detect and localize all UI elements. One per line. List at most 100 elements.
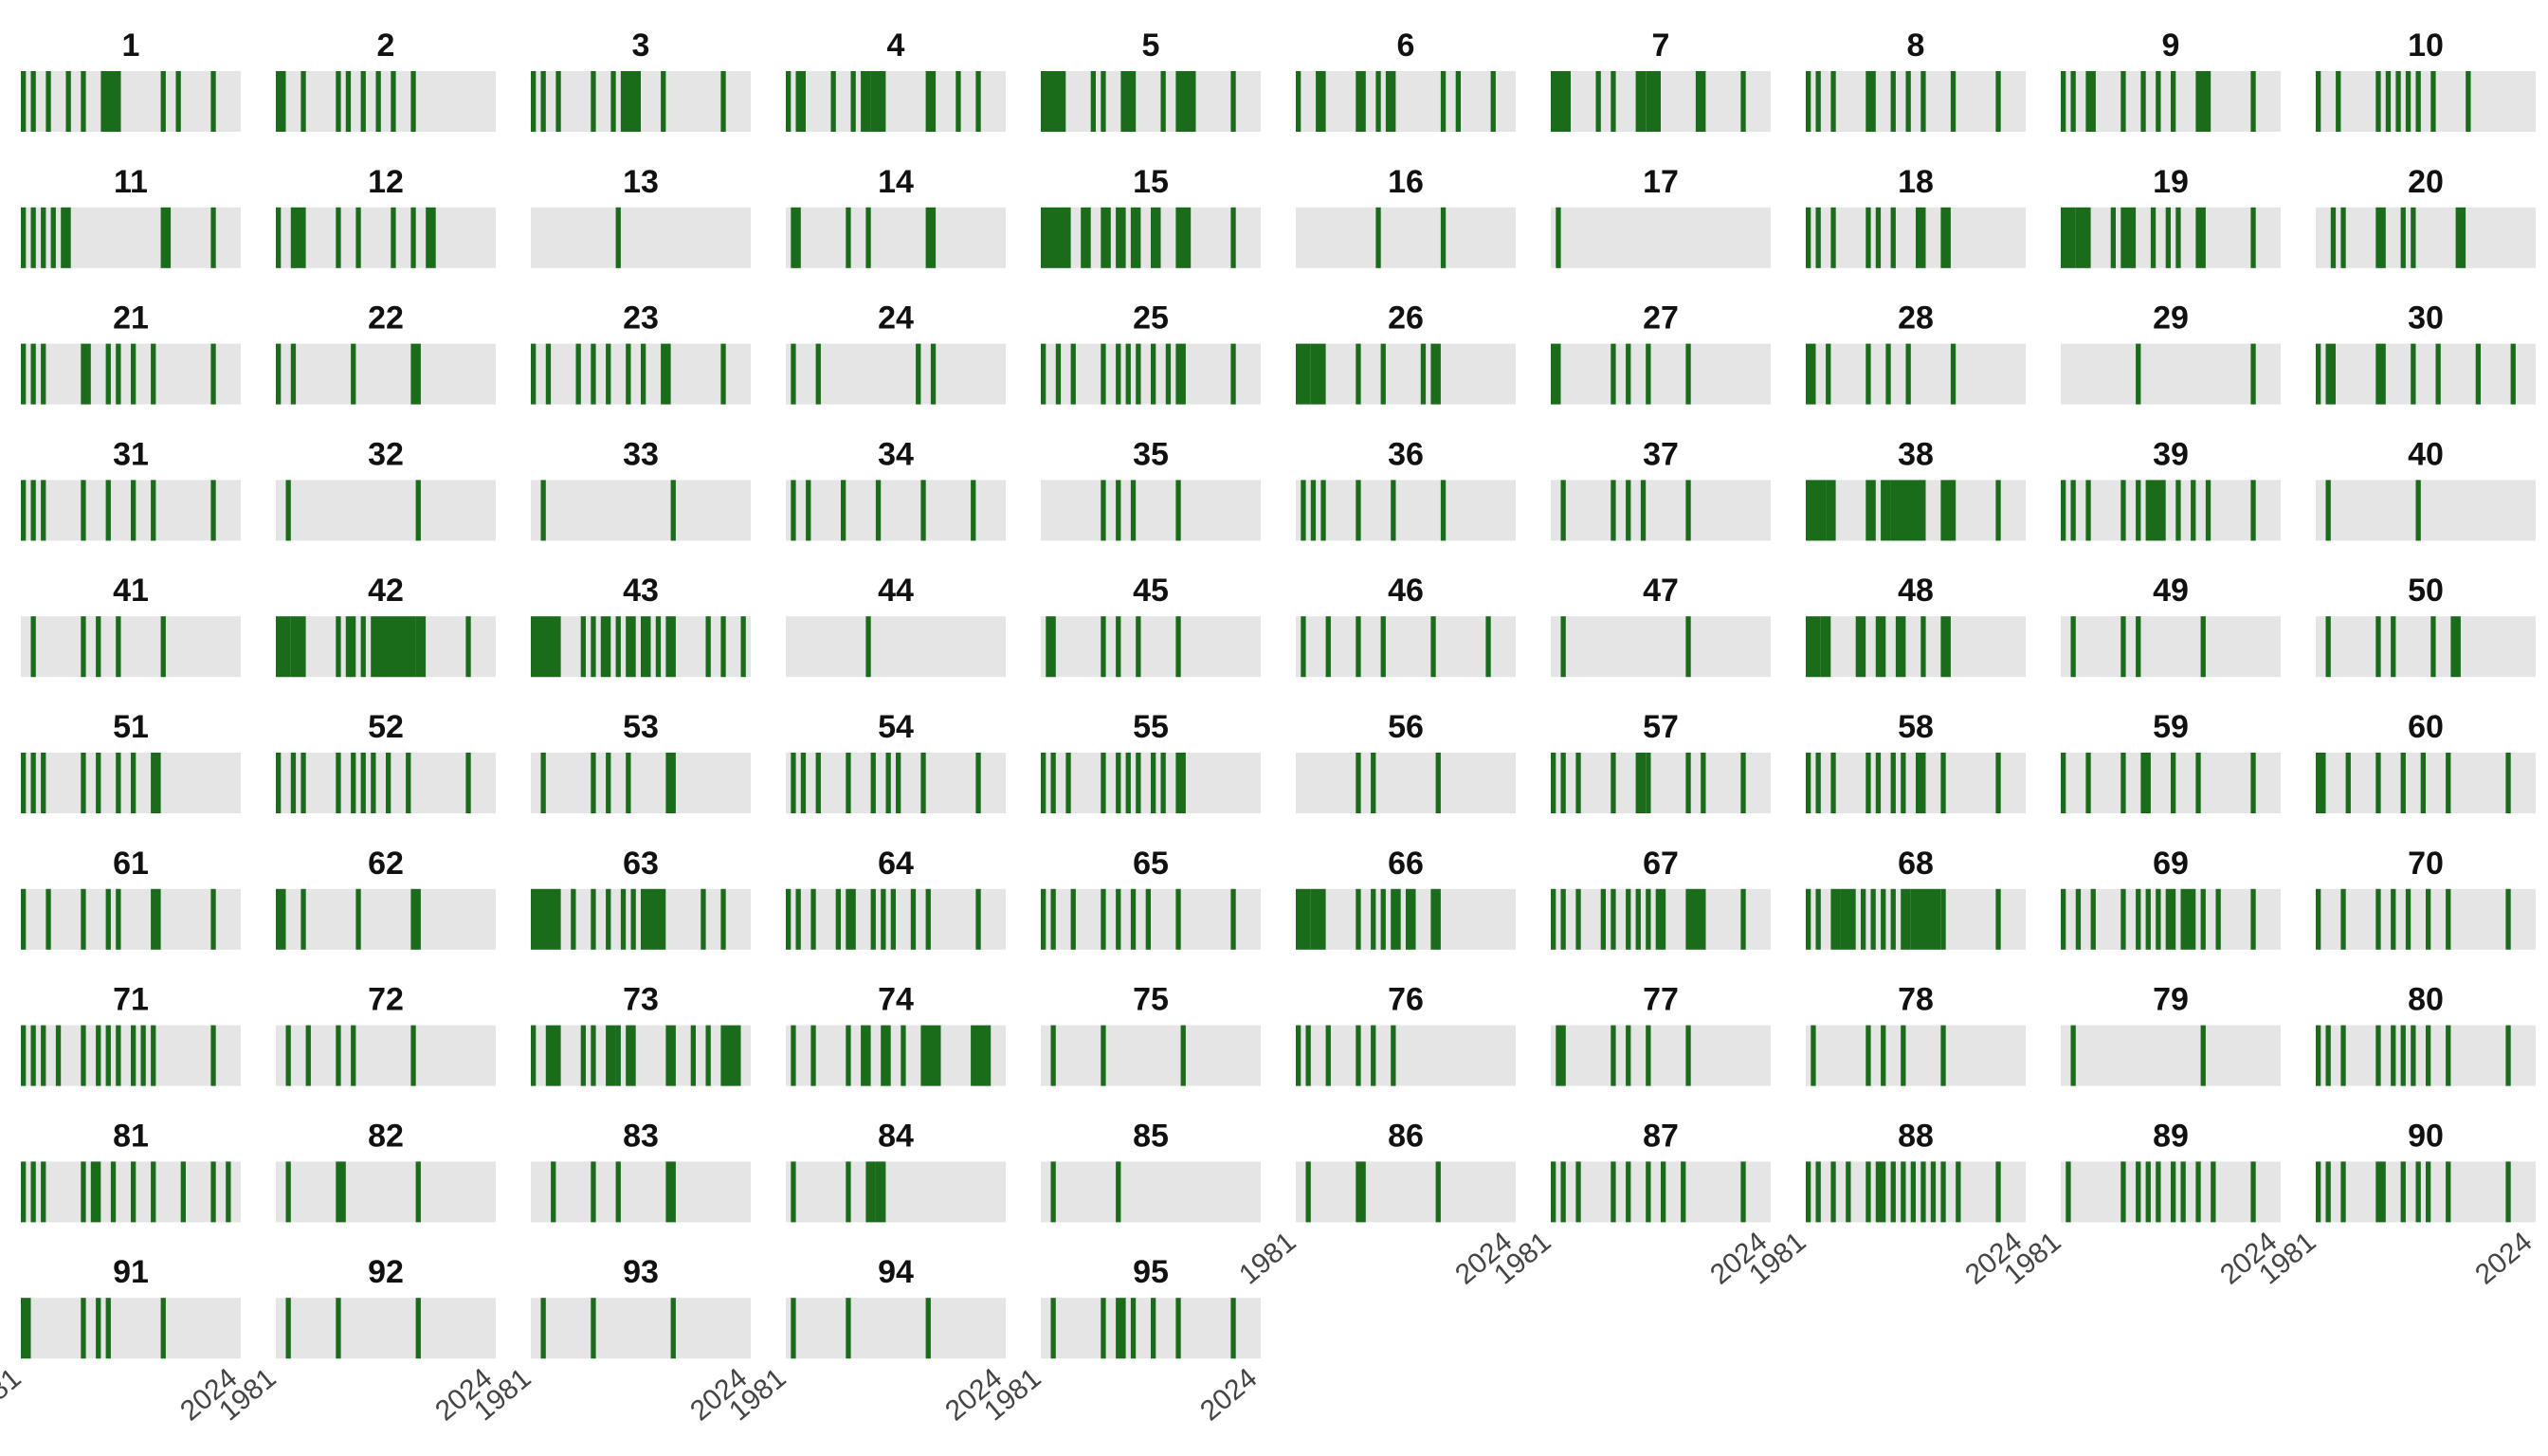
- event-bar: [626, 616, 636, 678]
- event-bar: [116, 888, 121, 950]
- event-bar: [1940, 1161, 1946, 1223]
- panel-title: 23: [623, 300, 659, 337]
- event-bar: [1866, 207, 1871, 268]
- event-bar: [1116, 753, 1121, 813]
- event-bar: [705, 616, 711, 678]
- panel-title: 70: [2408, 846, 2444, 882]
- event-bar: [1560, 480, 1566, 541]
- panel-background: [1041, 480, 1261, 541]
- event-bar: [830, 71, 836, 132]
- event-bar: [1890, 480, 1916, 541]
- event-bar: [355, 207, 361, 268]
- event-bar: [21, 1161, 27, 1223]
- panel-background: [276, 207, 496, 268]
- event-bar: [1916, 753, 1926, 813]
- panel-25: 25: [1041, 300, 1261, 405]
- event-bar: [1646, 71, 1661, 132]
- event-bar: [406, 753, 411, 813]
- event-bar: [300, 888, 306, 950]
- event-bar: [131, 753, 136, 813]
- panel-title: 49: [2153, 573, 2189, 609]
- panel-title: 1: [122, 27, 140, 64]
- event-bar: [2345, 753, 2351, 813]
- event-bar: [1740, 71, 1746, 132]
- event-bar: [1136, 343, 1141, 405]
- panel-67: 67: [1551, 846, 1771, 950]
- panel-title: 75: [1133, 982, 1169, 1018]
- event-bar: [591, 71, 596, 132]
- event-bar: [1551, 71, 1561, 132]
- event-bar: [531, 71, 537, 132]
- event-bar: [1920, 616, 1926, 678]
- event-bar: [690, 1025, 696, 1086]
- panel-title: 12: [368, 164, 404, 200]
- panel-51: 51: [21, 709, 241, 813]
- event-bar: [1160, 71, 1166, 132]
- event-bar: [875, 480, 882, 541]
- panel-9: 9: [2061, 27, 2281, 132]
- event-bar: [531, 343, 537, 405]
- event-bar: [1846, 1161, 1851, 1223]
- panel-background: [1551, 343, 1771, 405]
- event-bar: [41, 207, 46, 268]
- panel-4: 4: [786, 27, 1006, 132]
- panel-title: 91: [113, 1254, 149, 1290]
- event-bar: [591, 1161, 596, 1223]
- event-bar: [2250, 207, 2256, 268]
- panel-title: 45: [1133, 573, 1169, 609]
- event-bar: [901, 1025, 906, 1086]
- event-bar: [655, 616, 662, 678]
- event-bar: [2156, 888, 2161, 950]
- event-bar: [1130, 1298, 1137, 1359]
- event-bar: [386, 616, 396, 678]
- panel-14: 14: [786, 164, 1006, 268]
- panel-78: 78: [1806, 982, 2026, 1086]
- event-bar: [641, 343, 646, 405]
- event-bar: [1611, 480, 1616, 541]
- panel-title: 63: [623, 846, 659, 882]
- event-bar: [665, 616, 676, 678]
- event-bar: [1830, 753, 1836, 813]
- event-bar: [151, 1161, 156, 1223]
- panel-title: 34: [878, 436, 914, 472]
- event-bar: [336, 753, 341, 813]
- event-bar: [131, 1025, 136, 1086]
- event-bar: [1881, 888, 1886, 950]
- panel-34: 34: [786, 436, 1006, 541]
- event-bar: [2250, 343, 2256, 405]
- panel-title: 68: [1898, 846, 1934, 882]
- event-bar: [1371, 753, 1376, 813]
- event-bar: [46, 71, 51, 132]
- event-bar: [1910, 1161, 1916, 1223]
- event-bar: [1556, 207, 1561, 268]
- panel-background: [1296, 753, 1516, 813]
- event-bar: [531, 616, 541, 678]
- event-bar: [665, 753, 676, 813]
- event-bar: [1685, 888, 1706, 950]
- panel-title: 86: [1388, 1118, 1424, 1154]
- event-bar: [1890, 753, 1896, 813]
- event-bar: [151, 343, 156, 405]
- event-bar: [2411, 343, 2416, 405]
- event-bar: [1175, 888, 1181, 950]
- event-bar: [971, 480, 976, 541]
- panel-title: 50: [2408, 573, 2444, 609]
- event-bar: [50, 207, 56, 268]
- event-bar: [2375, 1161, 2386, 1223]
- event-bar: [2070, 616, 2076, 678]
- event-bar: [2426, 1025, 2431, 1086]
- event-bar: [351, 343, 356, 405]
- event-bar: [610, 71, 616, 132]
- event-bar: [1890, 71, 1896, 132]
- event-bar: [1230, 1298, 1236, 1359]
- panel-13: 13: [531, 164, 751, 268]
- event-bar: [1065, 753, 1071, 813]
- panel-background: [2316, 480, 2536, 541]
- event-bar: [1875, 753, 1882, 813]
- event-bar: [1136, 753, 1141, 813]
- event-bar: [810, 888, 816, 950]
- event-bar: [1905, 71, 1911, 132]
- panel-title: 90: [2408, 1118, 2444, 1154]
